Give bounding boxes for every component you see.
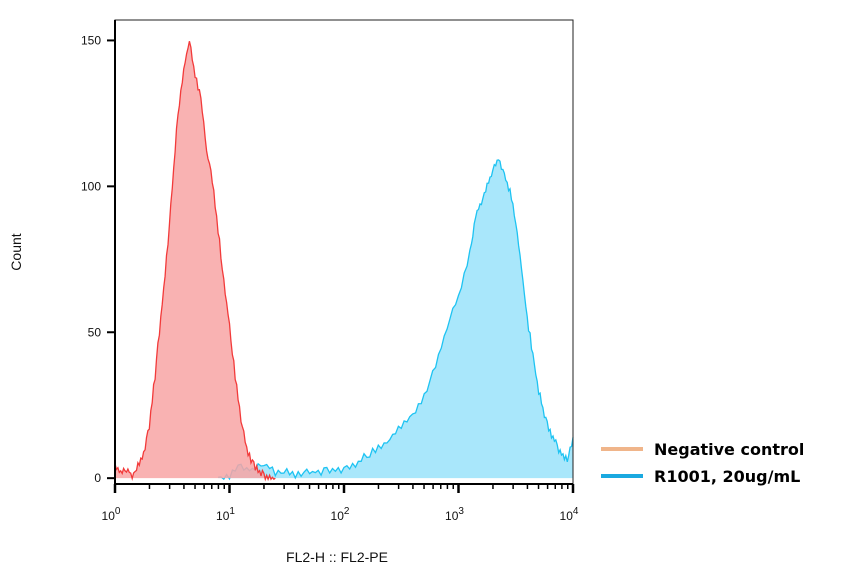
legend-label-r1001: R1001, 20ug/mL bbox=[654, 467, 800, 486]
series-fill-0 bbox=[115, 41, 276, 480]
y-tick-label: 100 bbox=[81, 179, 101, 193]
legend: Negative control R1001, 20ug/mL bbox=[601, 440, 804, 486]
x-tick-label: 101 bbox=[216, 506, 235, 523]
legend-label-negative-control: Negative control bbox=[654, 440, 804, 459]
y-tick-label: 150 bbox=[81, 33, 101, 47]
plot-area bbox=[114, 41, 574, 482]
x-tick-label: 103 bbox=[445, 506, 464, 523]
y-axis-label: Count bbox=[8, 233, 24, 270]
x-tick-label: 100 bbox=[102, 506, 121, 523]
y-tick-label: 0 bbox=[94, 471, 101, 485]
series-fill-1 bbox=[218, 159, 573, 480]
axes: 100 101 102 103 104 0 50 100 150 bbox=[81, 20, 579, 523]
series-line-0 bbox=[114, 41, 276, 482]
x-tick-label: 104 bbox=[560, 506, 579, 523]
x-axis-label: FL2-H :: FL2-PE bbox=[286, 549, 388, 565]
series-line-1 bbox=[218, 159, 574, 481]
y-tick-label: 50 bbox=[88, 325, 102, 339]
x-tick-label: 102 bbox=[331, 506, 350, 523]
